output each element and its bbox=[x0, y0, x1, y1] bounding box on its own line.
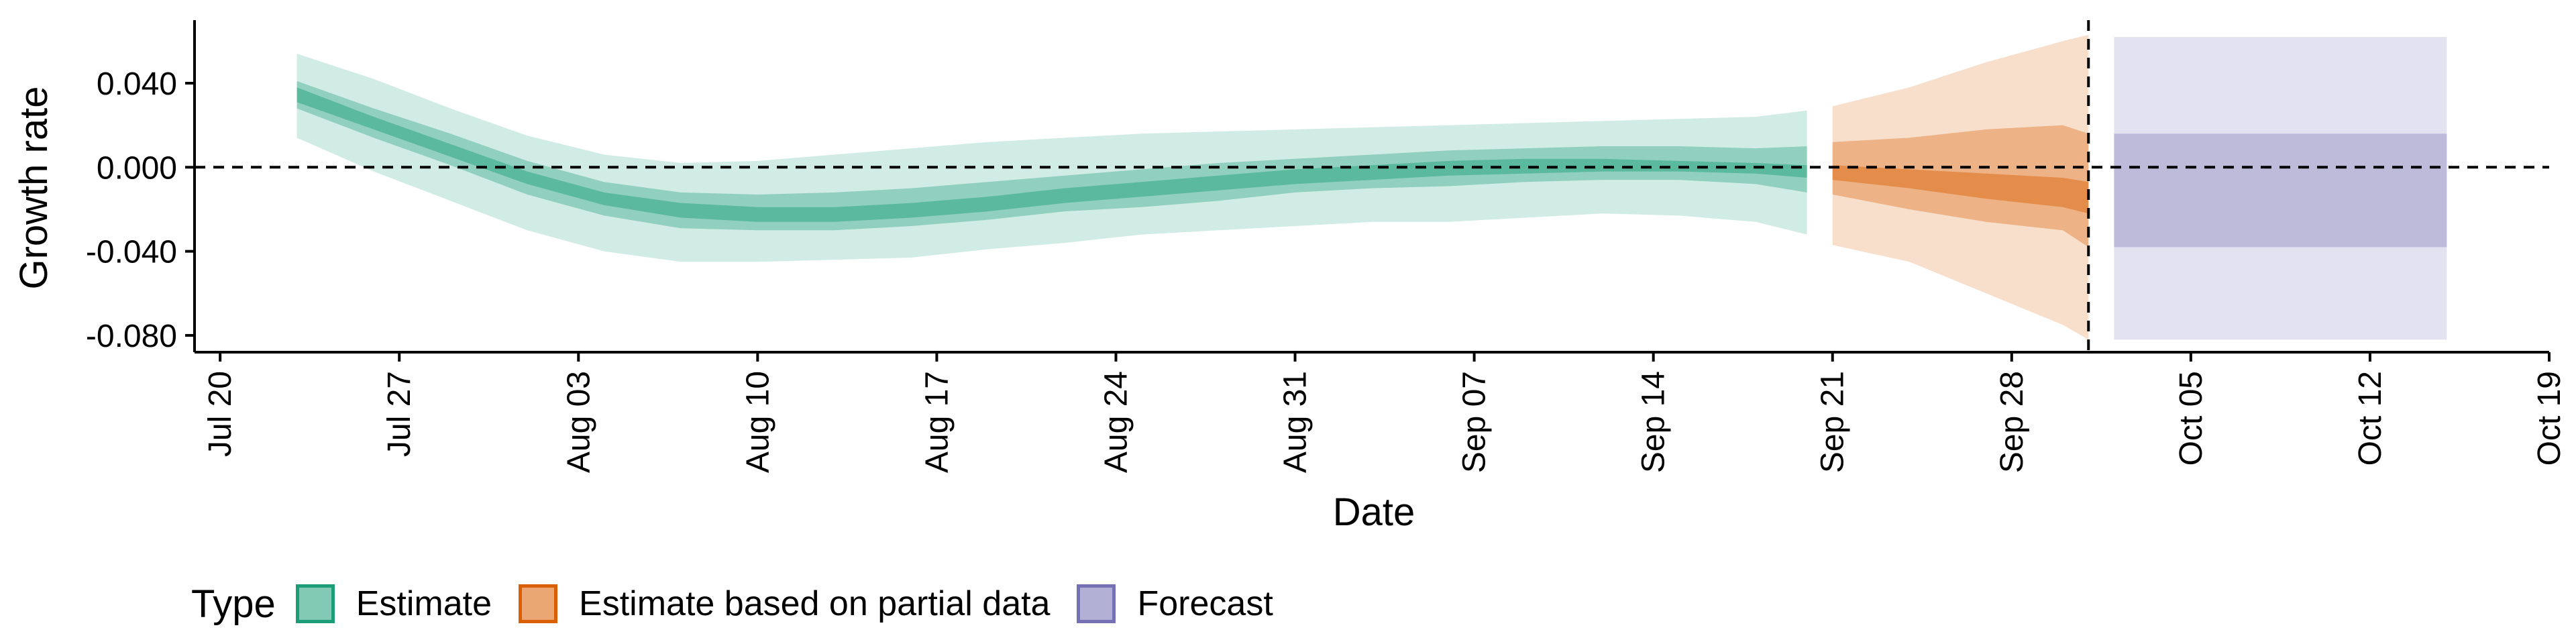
x-tick-label: Jul 27 bbox=[382, 371, 417, 457]
x-tick-label: Aug 03 bbox=[561, 371, 596, 473]
y-axis-label: Growth rate bbox=[12, 87, 56, 290]
band-estimate-50 bbox=[297, 80, 1807, 231]
legend-item-forecast: Forecast bbox=[1077, 584, 1273, 624]
x-axis-label: Date bbox=[1333, 490, 1415, 534]
y-tick-label: 0.000 bbox=[97, 150, 177, 186]
band-estimate-based-on-partial-data-50 bbox=[1832, 125, 2089, 248]
x-tick-label: Aug 17 bbox=[919, 371, 955, 473]
legend-label-partial-estimate: Estimate based on partial data bbox=[579, 584, 1051, 623]
x-tick-label: Aug 31 bbox=[1278, 371, 1313, 473]
legend-item-estimate: Estimate bbox=[295, 584, 492, 624]
x-tick-label: Sep 14 bbox=[1636, 371, 1672, 473]
band-estimate-based-on-partial-data-90 bbox=[1832, 34, 2089, 340]
x-tick-label: Sep 28 bbox=[1994, 371, 2030, 473]
legend-label-estimate: Estimate bbox=[356, 584, 492, 623]
legend: Type Estimate Estimate based on partial … bbox=[191, 577, 1300, 631]
legend-title: Type bbox=[191, 582, 276, 626]
axes: 0.040 0.000 -0.040 -0.080 Jul 20 Jul 27 Aug 03… bbox=[86, 20, 2567, 473]
uncertainty-bands bbox=[297, 34, 2447, 340]
legend-item-partial-estimate: Estimate based on partial data bbox=[519, 584, 1050, 624]
band-estimate-90 bbox=[297, 54, 1807, 262]
x-tick-label: Aug 10 bbox=[740, 371, 775, 473]
x-tick-label: Sep 07 bbox=[1457, 371, 1493, 473]
y-tick-label: 0.040 bbox=[97, 66, 177, 102]
band-forecast-50 bbox=[2114, 133, 2447, 248]
reference-lines bbox=[195, 20, 2549, 352]
x-tick-label: Oct 12 bbox=[2353, 371, 2388, 466]
legend-key-forecast bbox=[1077, 584, 1116, 623]
band-estimate-20 bbox=[297, 87, 1807, 222]
legend-key-partial-estimate bbox=[519, 584, 558, 623]
legend-label-forecast: Forecast bbox=[1137, 584, 1273, 623]
x-tick-label: Sep 21 bbox=[1815, 371, 1851, 473]
x-tick-label: Jul 20 bbox=[203, 371, 238, 457]
x-tick-label: Oct 19 bbox=[2532, 371, 2567, 466]
y-tick-label: -0.040 bbox=[86, 235, 177, 270]
x-tick-label: Oct 05 bbox=[2174, 371, 2209, 466]
legend-key-estimate bbox=[295, 584, 335, 623]
x-tick-label: Aug 24 bbox=[1098, 371, 1134, 473]
band-forecast-90 bbox=[2114, 37, 2447, 340]
band-estimate-based-on-partial-data-20 bbox=[1832, 165, 2089, 214]
y-tick-label: -0.080 bbox=[86, 319, 177, 354]
